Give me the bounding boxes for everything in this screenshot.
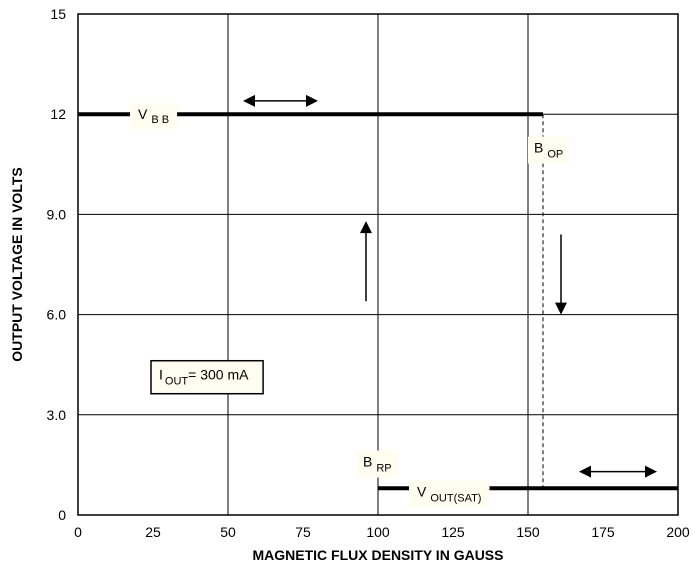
vout-sub: OUT(SAT) xyxy=(430,493,481,505)
x-tick-label: 50 xyxy=(220,524,236,540)
y-tick-labels: 0 3.0 6.0 9.0 12 15 xyxy=(47,6,67,523)
vout-label: V OUT(SAT) xyxy=(417,484,481,505)
x-tick-label: 150 xyxy=(516,524,540,540)
bop-main: B xyxy=(534,140,543,156)
iout-box xyxy=(150,359,264,395)
arrow-head xyxy=(555,302,567,315)
bop-label: B OP xyxy=(534,140,563,161)
plot-frame xyxy=(77,13,679,516)
vbb-label-bg xyxy=(130,103,178,130)
iout-main: I xyxy=(159,367,163,383)
transition-lines xyxy=(377,114,544,489)
y-tick-label: 3.0 xyxy=(47,407,67,423)
y-tick-label: 15 xyxy=(50,6,66,22)
x-tick-label: 175 xyxy=(591,524,615,540)
vout-label-bg xyxy=(409,480,490,508)
y-tick-label: 6.0 xyxy=(47,307,67,323)
iout-sub: OUT xyxy=(165,376,189,388)
bop-label-bg xyxy=(528,136,570,164)
x-axis-label: MAGNETIC FLUX DENSITY IN GAUSS xyxy=(253,547,504,563)
arrow-head xyxy=(243,94,255,107)
x-tick-label: 200 xyxy=(666,524,690,540)
arrow-head xyxy=(645,465,657,478)
vout-main: V xyxy=(417,484,427,500)
arrows xyxy=(243,94,657,478)
x-tick-label: 75 xyxy=(295,524,311,540)
arrow-head xyxy=(579,465,591,478)
iout-label: I OUT= 300 mA xyxy=(159,367,249,388)
brp-label: B RP xyxy=(363,454,392,475)
brp-main: B xyxy=(363,454,372,470)
y-tick-label: 12 xyxy=(50,106,66,122)
x-tick-label: 25 xyxy=(145,524,161,540)
y-tick-label: 9.0 xyxy=(47,206,67,222)
vbb-main: V xyxy=(138,106,148,122)
x-tick-label: 100 xyxy=(366,524,390,540)
vbb-sub: B B xyxy=(151,114,169,126)
x-tick-label: 0 xyxy=(74,524,82,540)
x-tick-labels: 0 25 50 75 100 125 150 175 200 xyxy=(74,524,690,540)
y-tick-label: 0 xyxy=(58,507,66,523)
arrow-head xyxy=(360,221,372,234)
y-axis-label: OUTPUT VOLTAGE IN VOLTS xyxy=(9,167,25,361)
iout-rest: = 300 mA xyxy=(188,367,249,383)
brp-sub: RP xyxy=(376,463,391,475)
brp-label-bg xyxy=(357,450,398,478)
x-tick-label: 125 xyxy=(441,524,465,540)
arrow-head xyxy=(306,94,318,107)
bop-sub: OP xyxy=(547,149,563,161)
